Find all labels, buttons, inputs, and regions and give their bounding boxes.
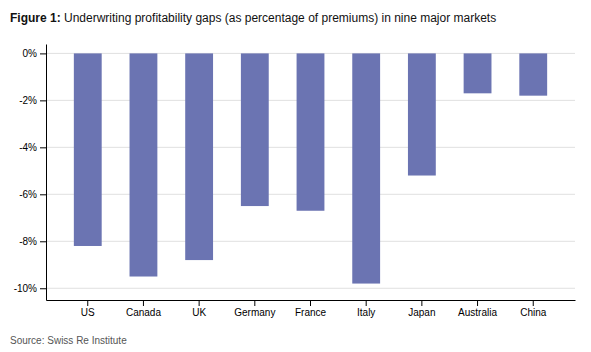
x-tick-mark <box>533 300 534 306</box>
x-tick-mark <box>199 300 200 306</box>
grid-line <box>46 241 575 242</box>
bar <box>130 53 158 276</box>
y-tick-label: -10% <box>14 283 37 294</box>
title: Figure 1: Underwriting profitability gap… <box>10 11 496 25</box>
bar <box>408 53 436 175</box>
y-tick-label: -2% <box>19 95 37 106</box>
bar <box>297 53 325 210</box>
bar <box>519 53 547 95</box>
x-tick-mark <box>366 300 367 306</box>
source: Source: Swiss Re Institute <box>10 335 127 346</box>
y-axis-line <box>46 45 47 301</box>
y-tick: -4% <box>19 142 46 153</box>
y-tick-mark <box>40 147 46 148</box>
y-tick-label: -8% <box>19 236 37 247</box>
bar <box>352 53 380 283</box>
x-axis: US Canada UK Germany France Italy Japan Austral… <box>47 300 576 318</box>
grid <box>46 53 575 288</box>
x-tick-mark <box>477 300 478 306</box>
y-tick-mark <box>40 241 46 242</box>
y-tick: -10% <box>14 283 46 294</box>
y-tick-label: 0% <box>23 48 38 59</box>
y-tick: -2% <box>19 95 46 106</box>
x-tick-label: US <box>81 307 95 318</box>
bars <box>74 53 547 283</box>
x-tick: Japan <box>408 300 435 318</box>
x-tick-mark <box>421 300 422 306</box>
x-tick: China <box>520 300 547 318</box>
x-tick-label: Italy <box>357 307 375 318</box>
x-tick: Canada <box>126 300 161 318</box>
y-tick: -8% <box>19 236 46 247</box>
x-tick-label: UK <box>192 307 206 318</box>
x-tick: UK <box>192 300 206 318</box>
y-axis: 0% -2% -4% -6% -8% -10% <box>14 45 47 301</box>
y-tick-label: -6% <box>19 189 37 200</box>
chart-container: 0% -2% -4% -6% -8% -10% US Canada UK Germany Franc… <box>0 0 591 352</box>
x-tick-mark <box>143 300 144 306</box>
y-tick-mark <box>40 53 46 54</box>
x-tick: Germany <box>234 300 275 318</box>
y-tick: -6% <box>19 189 46 200</box>
y-tick-mark <box>40 288 46 289</box>
y-tick-label: -4% <box>19 142 37 153</box>
bar <box>74 53 102 246</box>
x-tick-label: Australia <box>458 307 497 318</box>
x-tick: US <box>81 300 95 318</box>
title-part: Underwriting profitability gaps (as perc… <box>61 11 497 25</box>
x-tick-mark <box>87 300 88 306</box>
bar <box>464 53 492 93</box>
plot-area: 0% -2% -4% -6% -8% -10% US Canada UK Germany Franc… <box>14 45 576 319</box>
title-part: Figure 1: <box>10 11 61 25</box>
x-tick-mark <box>310 300 311 306</box>
bar <box>185 53 213 260</box>
x-tick: France <box>295 300 327 318</box>
y-tick-mark <box>40 194 46 195</box>
x-tick: Australia <box>458 300 497 318</box>
x-tick-label: Germany <box>234 307 275 318</box>
y-tick-mark <box>40 100 46 101</box>
grid-line <box>46 288 575 289</box>
x-tick-mark <box>254 300 255 306</box>
x-tick-label: France <box>295 307 327 318</box>
x-tick-label: China <box>520 307 547 318</box>
x-tick-label: Canada <box>126 307 161 318</box>
y-tick: 0% <box>23 48 46 59</box>
x-tick: Italy <box>357 300 375 318</box>
x-tick-label: Japan <box>408 307 435 318</box>
bar <box>241 53 269 206</box>
chart: 0% -2% -4% -6% -8% -10% US Canada UK Germany Franc… <box>0 0 591 352</box>
